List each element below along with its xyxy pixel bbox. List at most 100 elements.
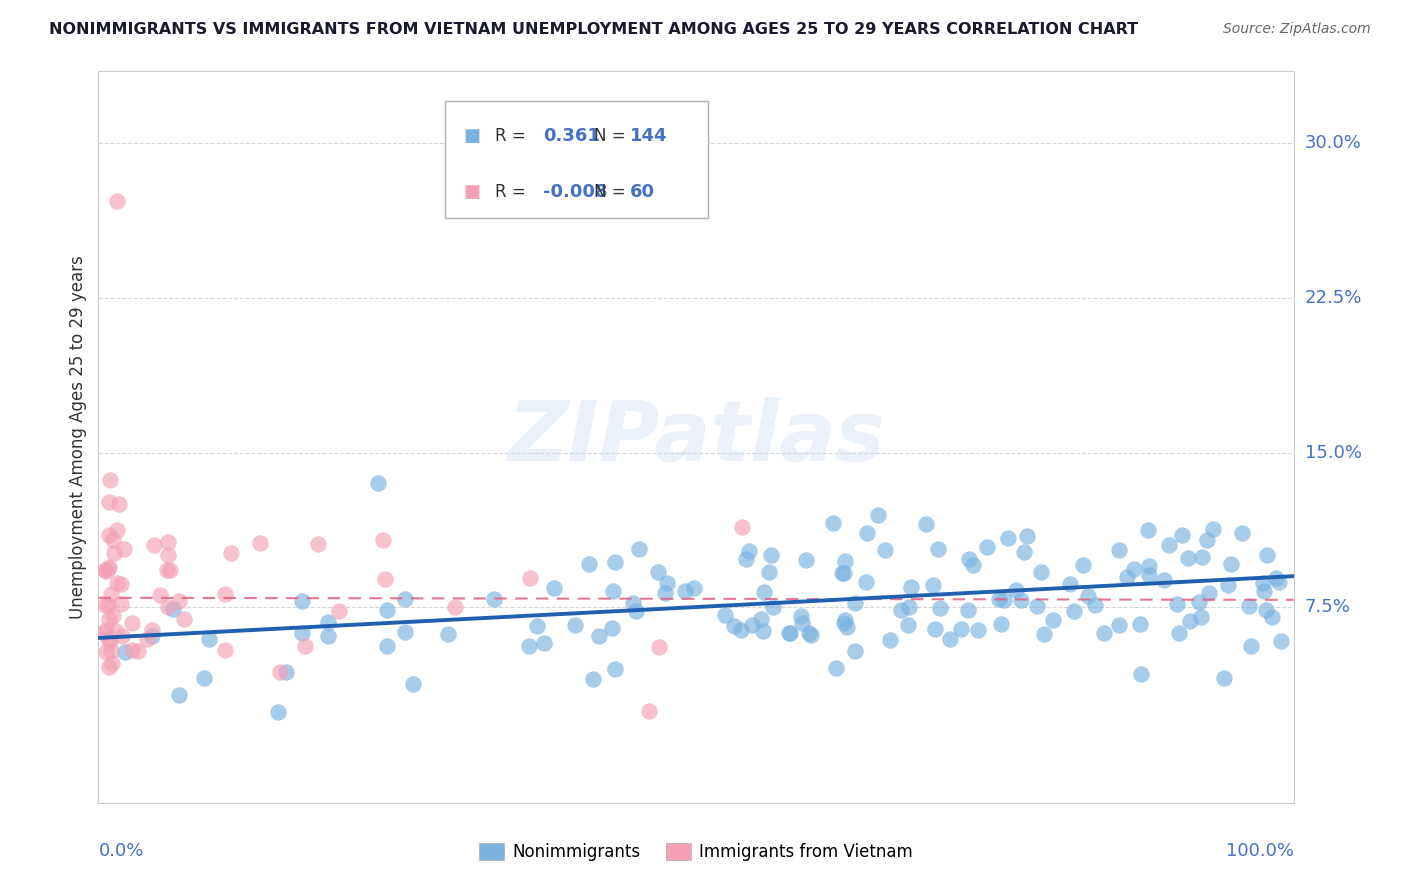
Point [1177,551,1199,566]
Point [564,617,586,632]
Point [1077,590,1099,604]
Point [437,627,460,641]
Point [797,626,820,640]
Point [1230,525,1253,540]
Point [157,548,180,562]
Point [1115,570,1137,584]
Point [730,623,752,637]
Point [274,665,297,679]
Point [1189,609,1212,624]
Point [135,632,157,646]
Point [167,688,190,702]
Point [752,624,775,638]
Point [1137,559,1160,574]
Point [605,555,627,569]
Text: ■: ■ [463,127,479,145]
Point [1202,522,1225,536]
Point [832,566,855,580]
Text: ZIPatlas: ZIPatlas [508,397,884,477]
Point [856,526,879,541]
Point [121,643,143,657]
Point [1015,529,1038,543]
Point [94,645,117,659]
Point [1251,575,1274,590]
Point [834,553,856,567]
Text: 60: 60 [630,183,655,201]
Point [1059,577,1081,591]
Point [835,619,858,633]
Point [328,604,350,618]
Point [1218,578,1240,592]
Point [654,586,676,600]
Point [713,607,735,622]
Text: R =: R = [495,127,531,145]
Y-axis label: Unemployment Among Ages 25 to 29 years: Unemployment Among Ages 25 to 29 years [69,255,87,619]
Point [761,548,783,562]
Point [602,583,624,598]
Point [1084,598,1107,612]
Point [988,591,1011,606]
Point [921,578,943,592]
Text: NONIMMIGRANTS VS IMMIGRANTS FROM VIETNAM UNEMPLOYMENT AMONG AGES 25 TO 29 YEARS : NONIMMIGRANTS VS IMMIGRANTS FROM VIETNAM… [49,22,1139,37]
Point [141,629,163,643]
Text: 0.0%: 0.0% [98,842,143,860]
Point [291,594,314,608]
FancyBboxPatch shape [446,101,709,218]
Point [156,599,179,614]
Point [159,563,181,577]
Point [121,616,143,631]
Point [443,599,465,614]
Text: Source: ZipAtlas.com: Source: ZipAtlas.com [1223,22,1371,37]
Point [638,704,661,718]
Point [1153,574,1175,588]
Point [402,677,425,691]
Point [100,474,122,488]
Point [752,585,775,599]
Point [778,625,800,640]
Text: 7.5%: 7.5% [1305,598,1351,616]
Point [100,656,122,670]
Point [626,604,648,618]
Point [868,508,890,523]
Point [193,671,215,685]
Point [957,603,980,617]
Point [249,536,271,550]
Point [101,609,124,624]
Point [167,594,190,608]
Text: 22.5%: 22.5% [1305,289,1362,307]
Point [316,615,339,629]
Point [162,602,184,616]
Point [1198,586,1220,600]
Point [758,565,780,579]
Point [98,659,121,673]
Point [98,495,121,509]
Point [578,557,600,571]
Point [1092,625,1115,640]
Point [108,497,131,511]
Point [657,576,679,591]
Point [603,662,626,676]
Point [157,534,180,549]
Point [924,622,946,636]
Point [990,617,1012,632]
Point [105,524,128,538]
Point [824,661,846,675]
Point [142,538,165,552]
Point [1042,613,1064,627]
Point [484,592,506,607]
Point [173,612,195,626]
Point [1167,625,1189,640]
Point [588,629,610,643]
Point [375,639,398,653]
Point [1267,574,1289,589]
Text: 0.361: 0.361 [543,127,600,145]
Point [1219,557,1241,571]
Text: 144: 144 [630,127,668,145]
Point [623,596,645,610]
Point [105,194,128,209]
Point [367,476,389,491]
Point [100,587,122,601]
Point [976,540,998,554]
Point [790,615,813,630]
Point [1166,597,1188,611]
